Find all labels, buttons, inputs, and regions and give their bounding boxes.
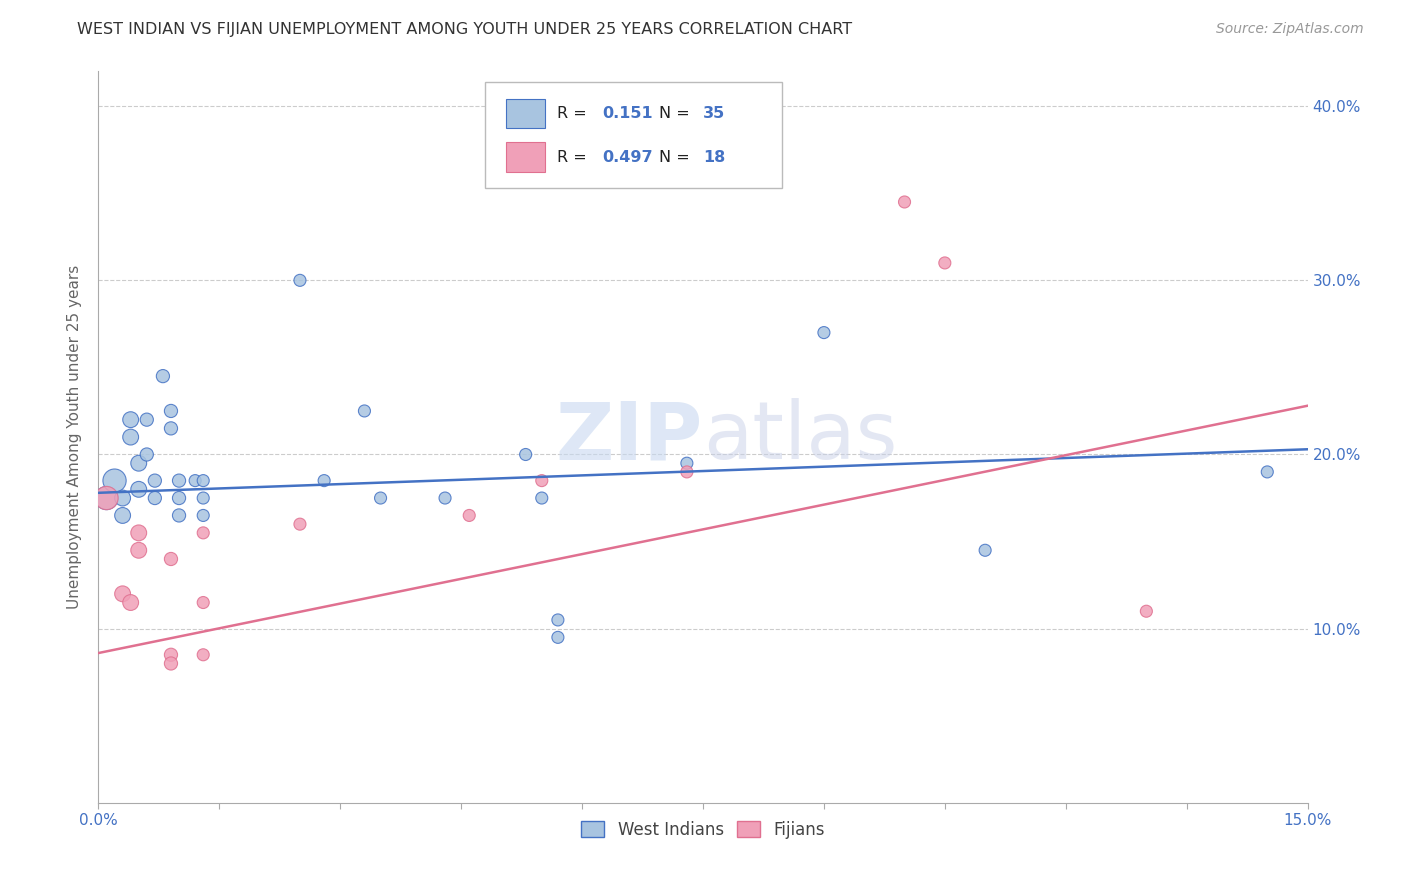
Point	[193, 474, 215, 488]
Point	[120, 595, 142, 609]
Point	[515, 448, 537, 462]
Point	[530, 491, 553, 505]
Text: 18: 18	[703, 150, 725, 165]
Point	[458, 508, 481, 523]
Text: N =: N =	[659, 150, 696, 165]
Point	[167, 508, 190, 523]
Point	[96, 491, 118, 505]
Text: R =: R =	[557, 106, 592, 121]
Point	[676, 465, 699, 479]
Point	[813, 326, 835, 340]
Point	[676, 456, 699, 470]
Point	[160, 648, 183, 662]
Text: 0.497: 0.497	[603, 150, 654, 165]
Point	[167, 491, 190, 505]
Point	[128, 543, 150, 558]
FancyBboxPatch shape	[506, 142, 544, 172]
Point	[143, 474, 166, 488]
Point	[893, 194, 915, 209]
Point	[547, 631, 569, 645]
Point	[103, 474, 125, 488]
Point	[193, 648, 215, 662]
Text: R =: R =	[557, 150, 592, 165]
Text: atlas: atlas	[703, 398, 897, 476]
Point	[128, 483, 150, 497]
Point	[167, 474, 190, 488]
Text: N =: N =	[659, 106, 696, 121]
Point	[135, 448, 157, 462]
Point	[120, 412, 142, 426]
Point	[193, 525, 215, 540]
Point	[143, 491, 166, 505]
Point	[128, 525, 150, 540]
Point	[547, 613, 569, 627]
Point	[288, 517, 311, 532]
Point	[111, 491, 134, 505]
Point	[974, 543, 997, 558]
Point	[120, 430, 142, 444]
Point	[111, 508, 134, 523]
Point	[1256, 465, 1278, 479]
Point	[160, 657, 183, 671]
Text: ZIP: ZIP	[555, 398, 703, 476]
Text: WEST INDIAN VS FIJIAN UNEMPLOYMENT AMONG YOUTH UNDER 25 YEARS CORRELATION CHART: WEST INDIAN VS FIJIAN UNEMPLOYMENT AMONG…	[77, 22, 852, 37]
Point	[353, 404, 375, 418]
Point	[96, 491, 118, 505]
Point	[934, 256, 956, 270]
Point	[128, 456, 150, 470]
Legend: West Indians, Fijians: West Indians, Fijians	[574, 814, 832, 846]
FancyBboxPatch shape	[485, 82, 782, 188]
Point	[184, 474, 207, 488]
Point	[1135, 604, 1157, 618]
Text: Source: ZipAtlas.com: Source: ZipAtlas.com	[1216, 22, 1364, 37]
Point	[370, 491, 392, 505]
Point	[152, 369, 174, 384]
Point	[530, 474, 553, 488]
Point	[193, 595, 215, 609]
Point	[160, 404, 183, 418]
Text: 0.151: 0.151	[603, 106, 654, 121]
Point	[160, 552, 183, 566]
Point	[434, 491, 457, 505]
Point	[193, 508, 215, 523]
Point	[135, 412, 157, 426]
Point	[193, 491, 215, 505]
Point	[314, 474, 336, 488]
Text: 35: 35	[703, 106, 725, 121]
Y-axis label: Unemployment Among Youth under 25 years: Unemployment Among Youth under 25 years	[67, 265, 83, 609]
Point	[160, 421, 183, 435]
FancyBboxPatch shape	[506, 99, 544, 128]
Point	[111, 587, 134, 601]
Point	[288, 273, 311, 287]
